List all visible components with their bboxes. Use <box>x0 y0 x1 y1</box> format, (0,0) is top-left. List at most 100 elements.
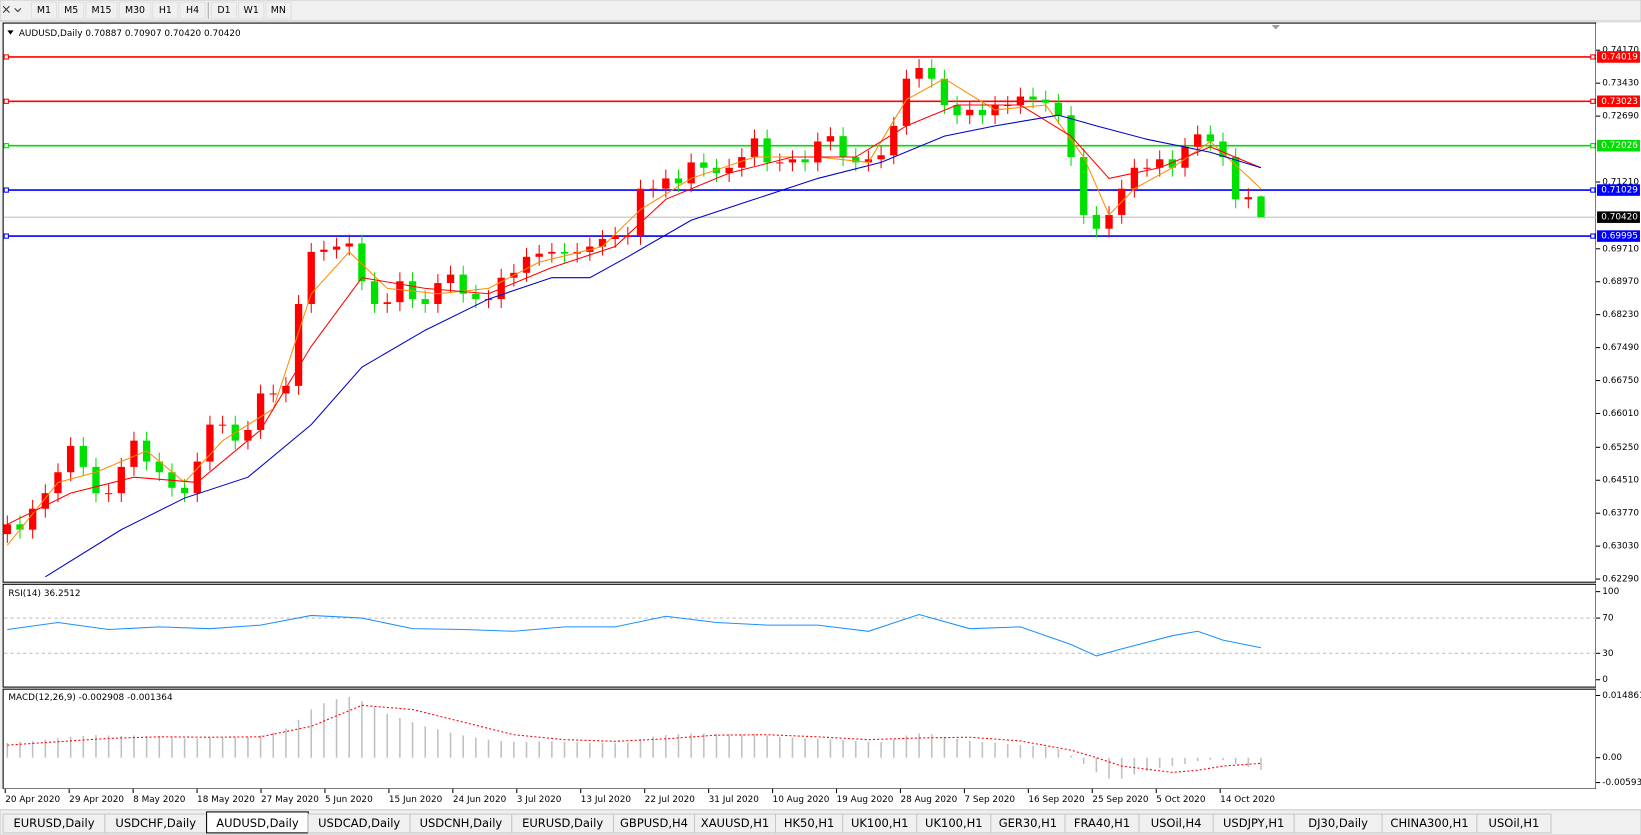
timeframe-button[interactable] <box>152 1 179 20</box>
level-handle[interactable] <box>1590 98 1596 104</box>
timeframe-label[interactable]: H1 <box>159 5 172 16</box>
candle-body <box>446 274 455 284</box>
x-tick-label: 31 Jul 2020 <box>709 795 760 805</box>
x-tick-label: 13 Jul 2020 <box>581 795 632 805</box>
candle-body <box>535 253 543 257</box>
candle-body <box>953 104 961 116</box>
level-handle[interactable] <box>3 143 9 149</box>
y-tick-label: 0.00 <box>1602 753 1622 763</box>
level-handle[interactable] <box>1590 187 1596 193</box>
timeframe-button[interactable] <box>30 1 58 20</box>
tab-label[interactable]: AUDUSD,Daily <box>216 816 299 830</box>
level-tag <box>1597 139 1640 152</box>
timeframe-button[interactable] <box>85 1 118 20</box>
rsi-title: RSI(14) 36.2512 <box>8 589 80 599</box>
candle-body <box>1105 214 1113 229</box>
timeframe-button[interactable] <box>265 1 292 20</box>
y-tick-label: 0 <box>1602 675 1608 685</box>
collapse-icon <box>7 30 14 35</box>
rsi-line <box>7 613 1262 657</box>
tab-label[interactable]: EURUSD,Daily <box>522 816 603 830</box>
tab-label[interactable]: XAUUSD,H1 <box>701 816 769 830</box>
candle-body <box>180 487 189 494</box>
timeframe-label[interactable]: W1 <box>244 5 259 16</box>
candle-body <box>472 293 480 300</box>
x-tick-label: 24 Jun 2020 <box>453 795 507 805</box>
candle-body <box>294 303 303 386</box>
candle-body <box>522 256 531 273</box>
tab-label[interactable]: USDCHF,Daily <box>115 816 196 830</box>
candle-body <box>687 162 695 184</box>
x-tick-label: 20 Apr 2020 <box>5 795 60 805</box>
tab-label[interactable]: FRA40,H1 <box>1074 816 1130 830</box>
timeframe-label[interactable]: H4 <box>186 5 199 16</box>
toolbar-icon[interactable] <box>2 5 22 13</box>
timeframe-button[interactable] <box>179 1 206 20</box>
timeframe-label[interactable]: M1 <box>37 5 51 16</box>
candle-body <box>1080 157 1088 215</box>
candle-body <box>1168 159 1177 168</box>
candle-body <box>332 246 341 250</box>
x-tick-label: 5 Oct 2020 <box>1156 795 1206 805</box>
timeframe-label[interactable]: M5 <box>64 5 78 16</box>
tab-label[interactable]: EURUSD,Daily <box>13 816 94 830</box>
tab-label[interactable]: DJ30,Daily <box>1308 816 1368 830</box>
timeframe-label[interactable]: M30 <box>125 5 145 16</box>
chart-title: AUDUSD,Daily 0.70887 0.70907 0.70420 0.7… <box>19 29 241 39</box>
tab-label[interactable]: USOil,H4 <box>1151 816 1202 830</box>
y-tick-label: 0.62290 <box>1602 575 1639 585</box>
timeframe-button[interactable] <box>210 1 238 20</box>
x-tick-label: 19 Aug 2020 <box>837 795 894 805</box>
time-axis <box>0 788 1641 810</box>
x-tick-label: 10 Aug 2020 <box>773 795 830 805</box>
level-handle[interactable] <box>1590 54 1596 60</box>
tab-label[interactable]: USDCAD,Daily <box>318 816 400 830</box>
timeframe-label[interactable]: MN <box>271 5 286 16</box>
candle-body <box>92 466 100 494</box>
candle-body <box>548 251 556 254</box>
y-tick-label: 30 <box>1602 649 1614 659</box>
timeframe-label[interactable]: D1 <box>217 5 230 16</box>
y-tick-label: 0.64510 <box>1602 476 1639 486</box>
y-tick-label: 0.73430 <box>1602 79 1639 89</box>
candle-body <box>79 445 87 467</box>
candle-body <box>370 281 379 304</box>
x-tick-label: 14 Oct 2020 <box>1220 795 1275 805</box>
macd-panel <box>2 688 1597 790</box>
timeframe-button[interactable] <box>238 1 265 20</box>
candle-body <box>560 251 569 254</box>
tab-label[interactable]: UK100,H1 <box>925 816 983 830</box>
level-handle[interactable] <box>3 233 9 239</box>
level-handle[interactable] <box>1590 233 1596 239</box>
tab-label[interactable]: GBPUSD,H4 <box>620 816 688 830</box>
timeframe-button[interactable] <box>58 1 85 20</box>
tab-label[interactable]: GER30,H1 <box>999 816 1057 830</box>
last-price-tag <box>1597 211 1640 223</box>
tab-label[interactable]: USDJPY,H1 <box>1223 816 1284 830</box>
timeframe-label[interactable]: M15 <box>91 5 111 16</box>
candle-body <box>1156 159 1164 168</box>
level-handle[interactable] <box>3 98 9 104</box>
candle-body <box>940 78 949 105</box>
candle-body <box>776 162 784 164</box>
tab-label[interactable]: USOil,H1 <box>1489 816 1540 830</box>
level-handle[interactable] <box>1590 143 1596 149</box>
tab[interactable] <box>1476 813 1552 834</box>
timeframe-button[interactable] <box>118 1 152 20</box>
y-tick-label: -0.005938 <box>1602 778 1641 788</box>
tab-label[interactable]: HK50,H1 <box>784 816 834 830</box>
candle-body <box>358 243 366 282</box>
level-handle[interactable] <box>3 187 9 193</box>
candle-body <box>624 235 632 237</box>
tab-label[interactable]: UK100,H1 <box>851 816 909 830</box>
signal-line <box>7 704 1262 773</box>
tab-label[interactable]: CHINA300,H1 <box>1390 816 1468 830</box>
tab-label[interactable]: USDCNH,Daily <box>420 816 503 830</box>
x-tick-label: 7 Sep 2020 <box>964 795 1015 805</box>
y-tick-label: 0.74170 <box>1602 46 1639 56</box>
y-tick-label: 0.72690 <box>1602 112 1639 122</box>
level-handle[interactable] <box>3 54 9 60</box>
candle-body <box>966 109 974 116</box>
